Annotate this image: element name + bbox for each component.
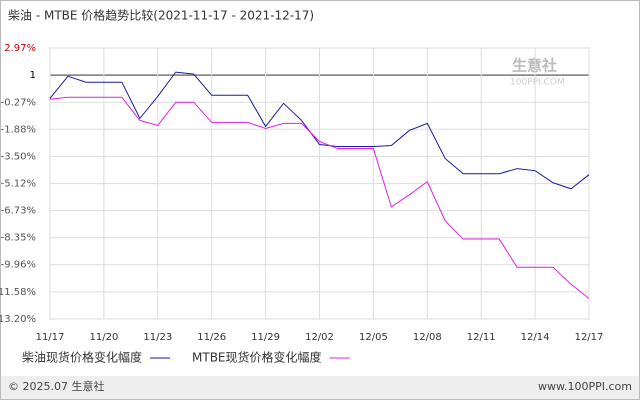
y-tick-label: -13.20% (0, 314, 36, 325)
x-tick-label: 12/05 (359, 332, 388, 343)
footer-band (1, 376, 639, 399)
legend-label: 柴油现货价格变化幅度 (22, 350, 142, 365)
series-line (49, 71, 590, 190)
x-tick-label: 12/08 (413, 332, 442, 343)
series-line (49, 96, 590, 299)
footer-right: www.100PPI.com (538, 380, 632, 393)
x-tick-label: 12/11 (467, 332, 496, 343)
y-tick-label: -5.12% (1, 179, 36, 190)
footer-left: © 2025.07 生意社 (8, 379, 104, 393)
y-tick-label: 2.97% (4, 43, 36, 54)
x-tick-label: 11/20 (89, 332, 118, 343)
x-tick-label: 12/17 (575, 332, 604, 343)
y-tick-label: -6.73% (1, 206, 36, 217)
y-tick-label: -9.96% (1, 260, 36, 271)
watermark: 生意社 (512, 57, 557, 75)
x-tick-label: 12/14 (521, 332, 550, 343)
x-tick-label: 11/26 (197, 332, 226, 343)
x-tick-label: 11/29 (251, 332, 280, 343)
x-tick-label: 11/23 (143, 332, 172, 343)
y-tick-label: -1.88% (1, 124, 36, 135)
y-tick-label: -3.50% (1, 151, 36, 162)
y-tick-label: -8.35% (1, 233, 36, 244)
watermark-site: 100PPI.COM (510, 78, 565, 88)
y-tick-label: 1 (30, 70, 36, 81)
x-tick-label: 11/17 (36, 332, 65, 343)
chart-title: 柴油 - MTBE 价格趋势比较(2021-11-17 - 2021-12-17… (8, 8, 314, 23)
y-tick-label: -0.27% (1, 97, 36, 108)
x-tick-label: 12/02 (305, 332, 334, 343)
legend-label: MTBE现货价格变化幅度 (192, 350, 322, 365)
y-tick-label: -11.58% (0, 287, 36, 298)
